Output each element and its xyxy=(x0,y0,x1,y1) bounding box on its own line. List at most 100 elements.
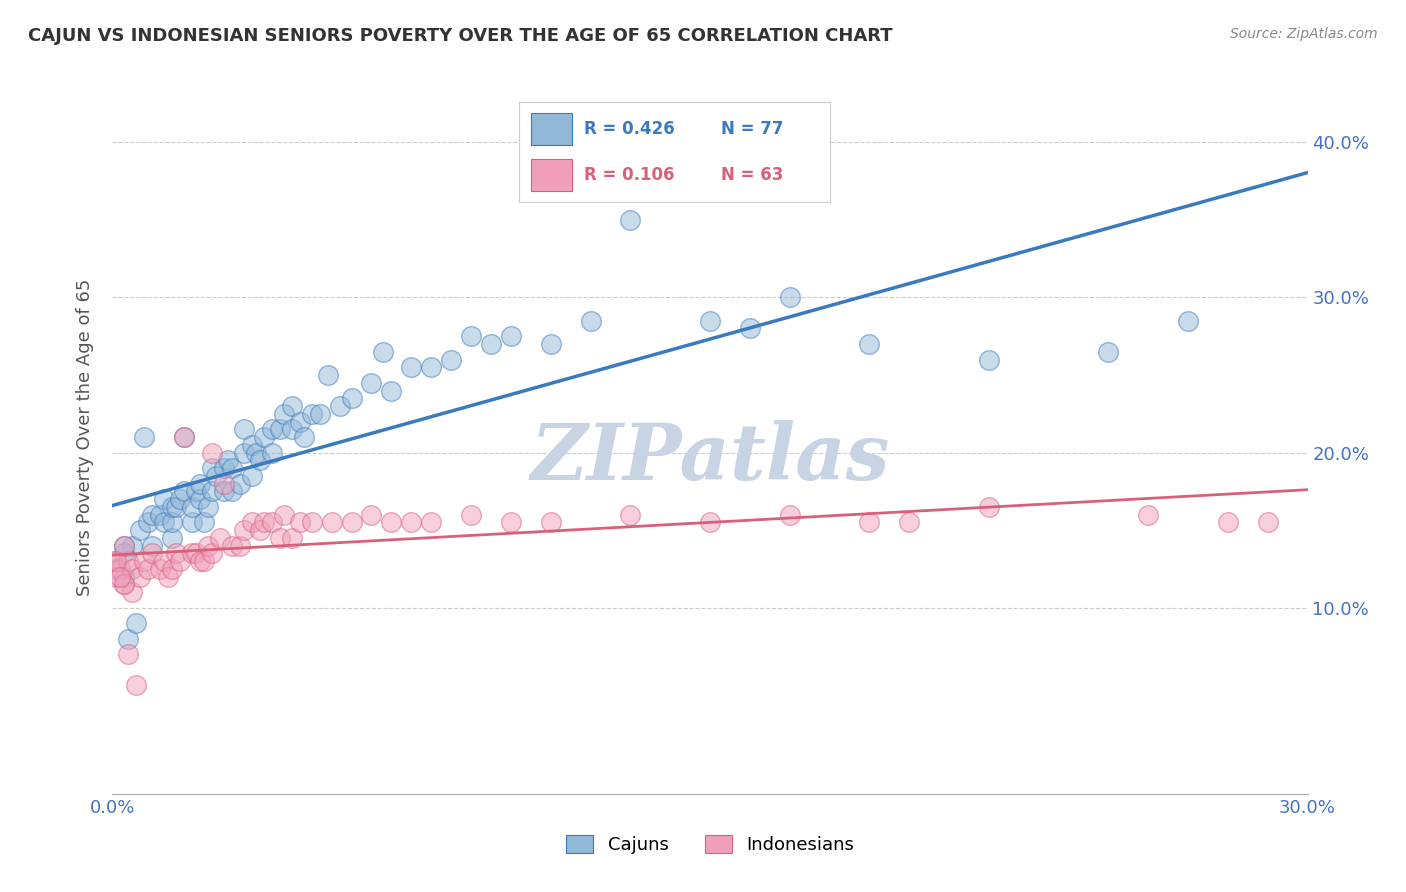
Point xyxy=(141,546,163,560)
Point xyxy=(245,445,267,459)
Point xyxy=(229,476,252,491)
Point xyxy=(129,570,152,584)
Text: ZIPatlas: ZIPatlas xyxy=(530,420,890,497)
Point xyxy=(460,329,482,343)
Point xyxy=(193,554,215,568)
Point xyxy=(201,484,224,499)
Point xyxy=(201,461,224,475)
Point xyxy=(181,516,204,530)
Point xyxy=(233,445,256,459)
Point xyxy=(340,516,363,530)
Point xyxy=(138,516,160,530)
Point xyxy=(269,422,291,436)
Point xyxy=(1257,516,1279,530)
Point xyxy=(162,516,183,530)
Point xyxy=(105,562,128,576)
Point xyxy=(253,516,276,530)
Point xyxy=(420,516,443,530)
Point xyxy=(301,407,323,421)
Point xyxy=(1097,344,1119,359)
Point xyxy=(540,337,562,351)
Point xyxy=(162,562,183,576)
Point xyxy=(134,554,156,568)
Point xyxy=(273,407,295,421)
Point xyxy=(101,554,124,568)
Point xyxy=(125,616,148,631)
Point xyxy=(260,422,283,436)
Point xyxy=(114,539,135,553)
Point xyxy=(201,445,224,459)
Point xyxy=(779,508,801,522)
Point xyxy=(240,516,263,530)
Point xyxy=(540,516,562,530)
Point xyxy=(165,546,187,560)
Point xyxy=(440,352,463,367)
Point xyxy=(898,516,921,530)
Text: CAJUN VS INDONESIAN SENIORS POVERTY OVER THE AGE OF 65 CORRELATION CHART: CAJUN VS INDONESIAN SENIORS POVERTY OVER… xyxy=(28,27,893,45)
Point xyxy=(401,516,423,530)
Point xyxy=(181,546,204,560)
Point xyxy=(117,554,139,568)
Point xyxy=(117,647,139,661)
Point xyxy=(105,570,128,584)
Point xyxy=(858,516,880,530)
Point xyxy=(134,430,156,444)
Point xyxy=(121,562,143,576)
Point xyxy=(292,430,315,444)
Point xyxy=(162,531,183,545)
Point xyxy=(205,468,228,483)
Point xyxy=(141,539,163,553)
Point xyxy=(260,516,283,530)
Point xyxy=(858,337,880,351)
Point xyxy=(212,476,235,491)
Point xyxy=(281,531,304,545)
Y-axis label: Seniors Poverty Over the Age of 65: Seniors Poverty Over the Age of 65 xyxy=(76,278,94,596)
Point xyxy=(110,562,132,576)
Point xyxy=(186,484,208,499)
Point xyxy=(114,570,135,584)
Point xyxy=(141,508,163,522)
Point xyxy=(619,213,641,227)
Point xyxy=(699,314,721,328)
Point xyxy=(229,539,252,553)
Point xyxy=(162,500,183,514)
Point xyxy=(499,329,522,343)
Point xyxy=(360,376,382,390)
Point xyxy=(329,399,352,413)
Point xyxy=(169,554,191,568)
Point xyxy=(149,562,172,576)
Legend: Cajuns, Indonesians: Cajuns, Indonesians xyxy=(557,826,863,863)
Text: Source: ZipAtlas.com: Source: ZipAtlas.com xyxy=(1230,27,1378,41)
Point xyxy=(401,360,423,375)
Point xyxy=(260,445,283,459)
Point xyxy=(380,516,402,530)
Point xyxy=(217,453,239,467)
Point xyxy=(114,577,135,591)
Point xyxy=(281,399,304,413)
Point xyxy=(221,539,243,553)
Point xyxy=(301,516,323,530)
Point xyxy=(460,508,482,522)
Point xyxy=(212,461,235,475)
Point xyxy=(233,523,256,537)
Point xyxy=(240,468,263,483)
Point xyxy=(1177,314,1199,328)
Point xyxy=(380,384,402,398)
Point xyxy=(212,484,235,499)
Point xyxy=(173,484,195,499)
Point xyxy=(699,516,721,530)
Point xyxy=(149,508,172,522)
Point xyxy=(1137,508,1160,522)
Point xyxy=(193,516,215,530)
Point xyxy=(288,516,311,530)
Point xyxy=(153,516,176,530)
Point xyxy=(201,546,224,560)
Point xyxy=(188,476,211,491)
Point xyxy=(340,392,363,406)
Point xyxy=(977,500,1000,514)
Point xyxy=(173,430,195,444)
Point xyxy=(288,415,311,429)
Point xyxy=(153,492,176,507)
Point xyxy=(197,539,219,553)
Point xyxy=(240,438,263,452)
